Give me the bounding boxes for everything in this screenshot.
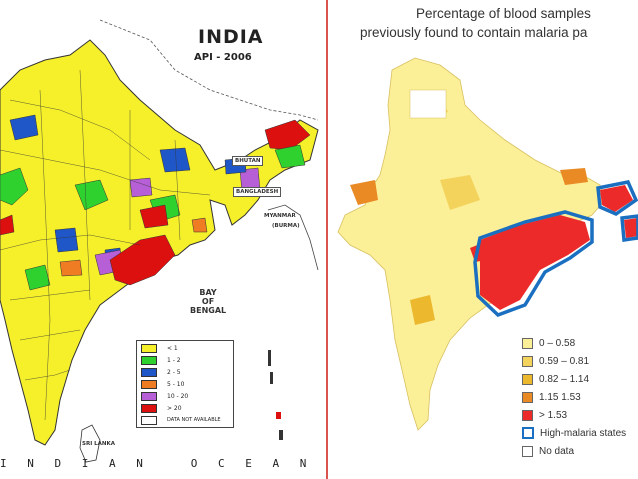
right-map-title-line1: Percentage of blood samples — [416, 6, 591, 21]
district-red-east — [139, 204, 169, 229]
legend-label: High-malaria states — [540, 427, 627, 439]
legend-item: 1.15 1.53 — [522, 388, 626, 406]
myanmar-label: MYANMAR — [264, 213, 296, 219]
legend-label: 10 - 20 — [167, 392, 189, 400]
legend-swatch — [522, 409, 533, 421]
indian-ocean-label: I N D I A N O C E A N — [0, 457, 314, 470]
legend-swatch — [141, 403, 157, 413]
sea-label-line: OF — [201, 297, 215, 306]
district-blue-1 — [9, 114, 39, 141]
legend-label: < 1 — [167, 344, 178, 352]
right-map-legend: 0 – 0.58 0.59 – 0.81 0.82 – 1.14 1.15 1.… — [522, 334, 626, 460]
state-orange-gujarat — [350, 180, 378, 205]
legend-item: < 1 — [141, 343, 178, 353]
legend-item: 0 – 0.58 — [522, 334, 626, 352]
left-map-legend: < 1 1 - 2 2 - 5 5 - 10 10 - 20 > 20 DATA… — [136, 340, 234, 428]
right-map-title-line2: previously found to contain malaria pa — [360, 25, 588, 40]
andaman-islands — [268, 350, 283, 440]
legend-swatch — [141, 415, 157, 425]
district-green-northeast — [274, 144, 306, 169]
sea-label-line: BAY — [199, 288, 217, 297]
legend-label: 0.82 – 1.14 — [539, 373, 590, 385]
legend-label: 5 - 10 — [167, 380, 185, 388]
state-red-central — [480, 215, 590, 310]
district-orange-2 — [191, 217, 208, 233]
left-map-subtitle: API - 2006 — [194, 52, 252, 63]
state-medium-south — [410, 295, 435, 325]
nodata-region — [409, 89, 447, 119]
legend-swatch — [141, 391, 157, 401]
blood-sample-map-panel: Percentage of blood samples previously f… — [330, 0, 638, 479]
api-2006-map-panel: INDIA API - 2006 BHUTAN BANGLADESH MYANM… — [0, 0, 328, 479]
myanmar-outline — [267, 204, 319, 271]
district-green-west — [0, 167, 29, 206]
state-red-northeast-2 — [624, 218, 638, 238]
legend-swatch — [522, 445, 533, 457]
sea-label-line: BENGAL — [190, 306, 227, 315]
legend-label: DATA NOT AVAILABLE — [167, 417, 221, 423]
legend-item: 0.82 – 1.14 — [522, 370, 626, 388]
district-green-central — [74, 179, 109, 211]
legend-swatch — [522, 427, 534, 439]
district-boundaries — [0, 69, 211, 421]
state-red-northeast-1 — [600, 185, 633, 212]
legend-swatch — [141, 355, 157, 365]
india-landmass — [337, 57, 606, 431]
sri-lanka-label: SRI LANKA — [82, 441, 116, 447]
legend-label: 2 - 5 — [167, 368, 181, 376]
high-malaria-outline-ne — [596, 180, 638, 216]
right-map-title: Percentage of blood samples previously f… — [330, 4, 638, 42]
legend-item: 0.59 – 0.81 — [522, 352, 626, 370]
legend-item: > 20 — [141, 403, 182, 413]
legend-swatch — [141, 367, 157, 377]
legend-label: > 1.53 — [539, 409, 568, 421]
state-medium-central — [440, 175, 480, 210]
burma-label: (BURMA) — [272, 223, 300, 229]
legend-swatch — [522, 337, 533, 349]
legend-item: > 1.53 — [522, 406, 626, 424]
legend-item: 10 - 20 — [141, 391, 188, 401]
legend-swatch — [141, 343, 157, 353]
bhutan-label: BHUTAN — [232, 156, 264, 166]
district-orange-1 — [59, 259, 83, 277]
legend-label: 0 – 0.58 — [539, 337, 576, 349]
district-green-south — [24, 264, 51, 291]
legend-swatch — [522, 355, 533, 367]
legend-label: 0.59 – 0.81 — [539, 355, 590, 367]
high-malaria-outline-ne2 — [620, 214, 638, 242]
legend-item: DATA NOT AVAILABLE — [141, 415, 221, 425]
sri-lanka-shape — [79, 424, 101, 463]
high-malaria-outline — [473, 210, 594, 318]
district-blue-2 — [54, 227, 79, 253]
state-orange-bihar — [560, 168, 588, 185]
left-map-title: INDIA — [198, 26, 264, 48]
district-red-central — [109, 234, 176, 286]
district-red-gujarat — [0, 214, 15, 236]
legend-item: No data — [522, 442, 626, 460]
legend-swatch — [522, 391, 533, 403]
legend-item: 5 - 10 — [141, 379, 184, 389]
neighbour-border — [99, 19, 319, 121]
district-blue-4 — [159, 147, 191, 173]
district-red-northeast — [264, 119, 311, 151]
legend-label: 1.15 1.53 — [539, 391, 581, 403]
legend-label: > 20 — [167, 404, 182, 412]
legend-label: 1 - 2 — [167, 356, 181, 364]
legend-item: High-malaria states — [522, 424, 626, 442]
legend-item: 2 - 5 — [141, 367, 181, 377]
legend-swatch — [141, 379, 157, 389]
legend-swatch — [522, 373, 533, 385]
district-purple-2 — [129, 177, 153, 198]
legend-label: No data — [539, 445, 575, 457]
bay-of-bengal-label: BAY OF BENGAL — [190, 288, 226, 315]
india-state-map — [337, 57, 638, 431]
india-district-map — [0, 19, 319, 463]
legend-item: 1 - 2 — [141, 355, 181, 365]
bangladesh-label: BANGLADESH — [233, 187, 282, 197]
